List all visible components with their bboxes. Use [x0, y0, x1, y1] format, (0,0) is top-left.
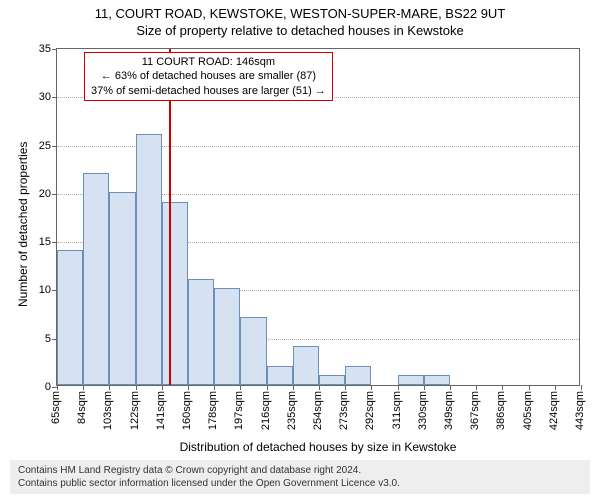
- histogram-bar: [188, 279, 214, 385]
- xtick-mark: [424, 385, 425, 390]
- xtick-mark: [398, 385, 399, 390]
- footer: Contains HM Land Registry data © Crown c…: [10, 460, 590, 494]
- xtick-label: 216sqm: [260, 391, 272, 430]
- ytick-label: 5: [45, 333, 51, 345]
- xtick-mark: [240, 385, 241, 390]
- xtick-mark: [293, 385, 294, 390]
- histogram-bar: [214, 288, 240, 385]
- histogram-bar: [293, 346, 319, 385]
- xtick-label: 197sqm: [234, 391, 246, 430]
- histogram-bar: [83, 173, 109, 385]
- ytick-label: 25: [39, 140, 51, 152]
- histogram-bar: [319, 375, 345, 385]
- ytick-label: 10: [39, 284, 51, 296]
- xtick-mark: [450, 385, 451, 390]
- xtick-mark: [83, 385, 84, 390]
- xtick-label: 122sqm: [129, 391, 141, 430]
- xtick-mark: [214, 385, 215, 390]
- histogram-bar: [424, 375, 450, 385]
- annotation-line3: 37% of semi-detached houses are larger (…: [91, 84, 326, 98]
- xtick-mark: [529, 385, 530, 390]
- histogram-bar: [57, 250, 83, 385]
- xtick-mark: [136, 385, 137, 390]
- title-line1: 11, COURT ROAD, KEWSTOKE, WESTON-SUPER-M…: [0, 6, 600, 21]
- histogram-bar: [240, 317, 266, 385]
- xtick-label: 160sqm: [181, 391, 193, 430]
- annotation-line1: 11 COURT ROAD: 146sqm: [91, 55, 326, 69]
- xtick-mark: [267, 385, 268, 390]
- histogram-bar: [136, 134, 162, 385]
- xtick-label: 443sqm: [574, 391, 586, 430]
- xtick-mark: [581, 385, 582, 390]
- xtick-label: 235sqm: [286, 391, 298, 430]
- xtick-label: 292sqm: [365, 391, 377, 430]
- xtick-label: 84sqm: [76, 391, 88, 424]
- annotation-box: 11 COURT ROAD: 146sqm ← 63% of detached …: [84, 52, 333, 101]
- histogram-bar: [162, 202, 188, 385]
- y-axis-label: Number of detached properties: [16, 142, 30, 307]
- footer-line1: Contains HM Land Registry data © Crown c…: [18, 464, 582, 477]
- xtick-mark: [371, 385, 372, 390]
- xtick-mark: [345, 385, 346, 390]
- ytick-label: 35: [39, 43, 51, 55]
- xtick-label: 330sqm: [417, 391, 429, 430]
- xtick-label: 103sqm: [103, 391, 115, 430]
- ytick-mark: [52, 146, 57, 147]
- xtick-mark: [319, 385, 320, 390]
- xtick-label: 424sqm: [548, 391, 560, 430]
- ytick-label: 20: [39, 188, 51, 200]
- xtick-mark: [476, 385, 477, 390]
- ytick-mark: [52, 49, 57, 50]
- title-line2: Size of property relative to detached ho…: [0, 23, 600, 38]
- ytick-mark: [52, 97, 57, 98]
- xtick-label: 178sqm: [207, 391, 219, 430]
- xtick-mark: [57, 385, 58, 390]
- annotation-line2: ← 63% of detached houses are smaller (87…: [91, 69, 326, 83]
- xtick-label: 386sqm: [496, 391, 508, 430]
- xtick-label: 405sqm: [522, 391, 534, 430]
- xtick-mark: [555, 385, 556, 390]
- ytick-mark: [52, 194, 57, 195]
- xtick-mark: [162, 385, 163, 390]
- chart-title: 11, COURT ROAD, KEWSTOKE, WESTON-SUPER-M…: [0, 0, 600, 38]
- histogram-bar: [345, 366, 371, 385]
- xtick-label: 65sqm: [50, 391, 62, 424]
- histogram-bar: [398, 375, 424, 385]
- xtick-label: 141sqm: [155, 391, 167, 430]
- xtick-label: 311sqm: [391, 391, 403, 429]
- ytick-label: 15: [39, 236, 51, 248]
- histogram-bar: [109, 192, 135, 385]
- footer-line2: Contains public sector information licen…: [18, 477, 582, 490]
- ytick-label: 30: [39, 91, 51, 103]
- xtick-label: 367sqm: [469, 391, 481, 430]
- xtick-mark: [109, 385, 110, 390]
- x-axis-label: Distribution of detached houses by size …: [56, 440, 580, 454]
- xtick-label: 349sqm: [443, 391, 455, 430]
- ytick-mark: [52, 242, 57, 243]
- xtick-label: 273sqm: [338, 391, 350, 430]
- xtick-label: 254sqm: [312, 391, 324, 430]
- xtick-mark: [502, 385, 503, 390]
- xtick-mark: [188, 385, 189, 390]
- histogram-bar: [267, 366, 293, 385]
